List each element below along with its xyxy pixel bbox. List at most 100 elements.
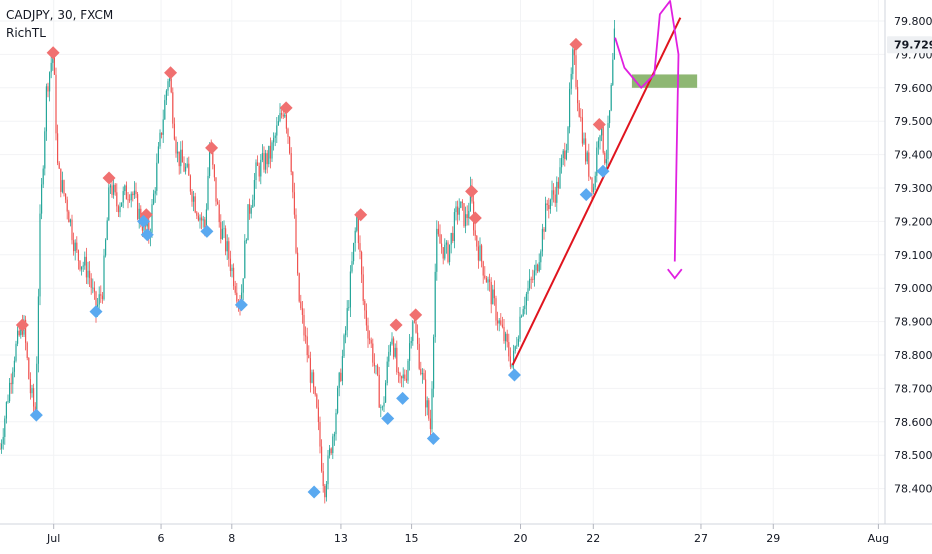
- candle-body: [383, 402, 385, 407]
- candle-body: [306, 336, 308, 356]
- time-tick-label: 13: [334, 532, 348, 545]
- pivot-high-marker: [205, 141, 219, 155]
- price-tick-label: 79.100: [894, 249, 932, 262]
- candle-body: [524, 305, 526, 310]
- candle-body: [92, 287, 94, 289]
- candle-body: [399, 372, 401, 377]
- price-tick-label: 79.000: [894, 282, 932, 295]
- candle-body: [121, 202, 123, 207]
- interval-label: 30: [57, 8, 73, 22]
- candle-body: [559, 167, 561, 189]
- candle-body: [529, 278, 531, 289]
- indicator-label[interactable]: RichTL: [6, 26, 46, 40]
- candle-body: [463, 203, 465, 227]
- candle-body: [602, 124, 604, 153]
- candle-body: [445, 242, 447, 245]
- candle-body: [607, 123, 609, 160]
- candle-body: [279, 113, 281, 122]
- candle-body: [458, 207, 460, 215]
- candle-body: [193, 196, 195, 202]
- candle-body: [13, 360, 15, 372]
- candle-body: [533, 270, 535, 280]
- candle-body: [82, 265, 84, 267]
- candle-body: [223, 228, 225, 230]
- candle-body: [586, 152, 588, 162]
- candle-body: [388, 351, 390, 362]
- candle-body: [17, 330, 19, 344]
- candle-body: [18, 330, 20, 336]
- candle-body: [452, 233, 454, 242]
- candle-body: [521, 316, 523, 317]
- candle-body: [513, 350, 515, 364]
- candle-body: [450, 233, 452, 245]
- candle-body: [481, 245, 483, 262]
- candle-body: [49, 72, 51, 92]
- candle-body: [570, 73, 572, 89]
- candle-body: [228, 241, 230, 259]
- candle-body: [444, 244, 446, 259]
- candle-body: [201, 217, 203, 221]
- price-tick-label: 78.800: [894, 349, 932, 362]
- trendline-layer[interactable]: [511, 0, 698, 366]
- candle-body: [98, 294, 100, 305]
- candle-body: [300, 301, 302, 309]
- candle-body: [4, 418, 6, 437]
- candle-body: [493, 289, 495, 299]
- current-price-badge: 79.729: [887, 36, 932, 54]
- candle-body: [340, 372, 342, 381]
- candle-body: [255, 162, 257, 181]
- candle-body: [325, 484, 327, 498]
- candle-body: [127, 199, 129, 201]
- candle-body: [260, 159, 262, 177]
- candle-body: [74, 242, 76, 252]
- price-tick-label: 79.200: [894, 215, 932, 228]
- candle-body: [601, 124, 603, 136]
- candle-body: [357, 214, 359, 244]
- candle-body: [309, 358, 311, 383]
- candle-body: [183, 162, 185, 172]
- candle-body: [373, 362, 375, 367]
- price-axis[interactable]: 79.80079.70079.60079.50079.40079.30079.2…: [894, 15, 932, 496]
- candle-body: [511, 363, 513, 367]
- candle-body: [509, 356, 511, 367]
- candle-body: [516, 345, 518, 347]
- time-axis[interactable]: Jul 6 8 13 15 20 22 27 29 Aug: [46, 524, 889, 545]
- candle-body: [453, 212, 455, 242]
- candle-body: [133, 190, 135, 196]
- candle-body: [287, 128, 289, 137]
- candle-body: [263, 153, 265, 170]
- candle-body: [217, 201, 219, 205]
- candle-body: [172, 92, 174, 124]
- candle-body: [71, 219, 73, 241]
- candle-body: [561, 157, 563, 168]
- candle-body: [569, 88, 571, 128]
- candle-body: [42, 168, 44, 185]
- candle-body: [180, 149, 182, 167]
- candle-body: [578, 103, 580, 117]
- candle-body: [364, 300, 366, 311]
- candle-body: [332, 436, 334, 454]
- symbol-line[interactable]: CADJPY, 30, FXCM: [6, 8, 114, 22]
- candle-body: [266, 153, 268, 165]
- candle-body: [130, 193, 132, 201]
- candle-body: [479, 245, 481, 261]
- candle-body: [545, 203, 547, 232]
- candle-body: [556, 181, 558, 203]
- pivot-high-marker: [592, 118, 606, 132]
- candle-body: [225, 228, 227, 252]
- pivot-low-marker: [507, 368, 521, 382]
- candle-body: [57, 133, 59, 163]
- candle-body: [153, 193, 155, 205]
- candle-body: [109, 185, 111, 188]
- time-tick-label: 6: [158, 532, 165, 545]
- candle-body: [437, 228, 439, 235]
- candle-body: [506, 333, 508, 343]
- candle-body: [305, 335, 307, 337]
- candle-body: [485, 278, 487, 283]
- candle-body: [28, 357, 30, 380]
- candle-body: [140, 208, 142, 225]
- candle-body: [41, 184, 43, 214]
- candle-body: [517, 338, 519, 346]
